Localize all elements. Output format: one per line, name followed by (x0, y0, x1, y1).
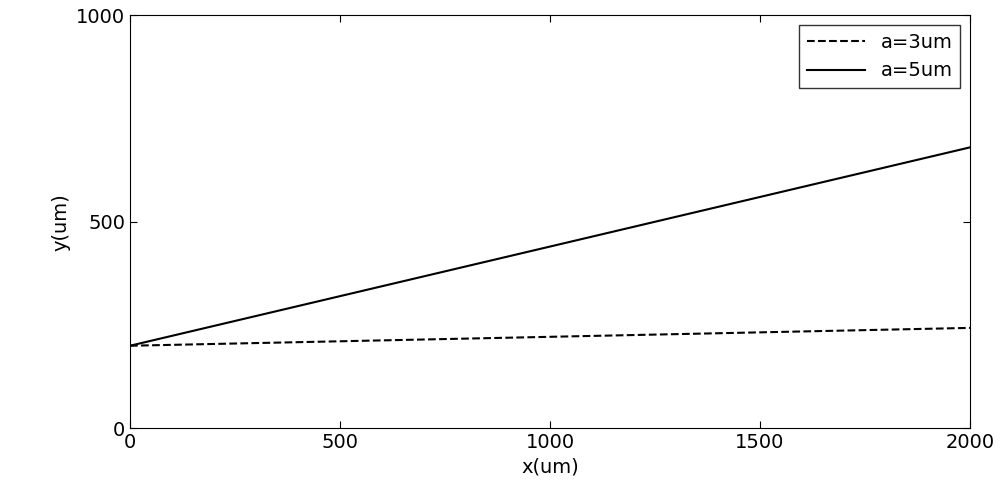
a=5um (124, 343, 136, 349)
Y-axis label: y(um): y(um) (51, 193, 70, 250)
a=3um (510, 335, 522, 341)
a=3um (785, 329, 797, 335)
a=3um (964, 325, 976, 331)
a=5um (785, 186, 797, 193)
Line: a=5um: a=5um (130, 147, 970, 346)
X-axis label: x(um): x(um) (521, 458, 579, 477)
a=3um (532, 334, 544, 340)
a=5um (939, 150, 951, 156)
a=5um (940, 150, 952, 156)
Line: a=3um: a=3um (130, 328, 970, 346)
a=3um (939, 326, 951, 332)
a=5um (964, 144, 976, 150)
Legend: a=3um, a=5um: a=3um, a=5um (799, 25, 960, 88)
a=3um (940, 326, 952, 332)
a=3um (167, 342, 179, 348)
a=5um (510, 251, 522, 258)
a=3um (124, 343, 136, 349)
a=5um (532, 246, 544, 253)
a=5um (167, 333, 179, 339)
